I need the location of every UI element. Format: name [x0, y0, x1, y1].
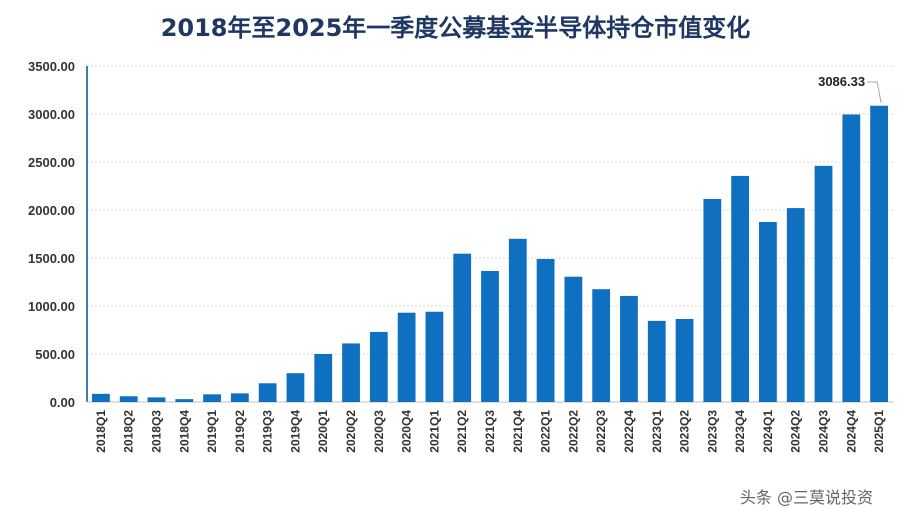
bar-2021Q4: [508, 238, 527, 402]
x-tick-label: 2018Q1: [94, 410, 108, 453]
y-tick-label: 3000.00: [28, 107, 75, 122]
bar-2018Q3: [147, 397, 166, 402]
x-tick-label: 2021Q2: [455, 410, 469, 453]
x-tick-label: 2022Q4: [622, 410, 636, 453]
x-tick-label: 2022Q2: [566, 410, 580, 453]
bar-2023Q1: [647, 320, 666, 402]
bar-2024Q4: [842, 114, 861, 402]
bar-2021Q1: [425, 311, 444, 402]
bar-2018Q2: [119, 396, 138, 402]
y-tick-label: 500.00: [35, 347, 75, 362]
x-tick-label: 2020Q2: [344, 410, 358, 453]
x-tick-label: 2023Q3: [705, 410, 719, 453]
bar-2018Q4: [175, 399, 194, 402]
y-tick-label: 1000.00: [28, 299, 75, 314]
x-tick-label: 2021Q3: [483, 410, 497, 453]
x-tick-label: 2020Q1: [316, 410, 330, 453]
x-tick-label: 2020Q4: [400, 410, 414, 453]
bar-2021Q2: [453, 253, 472, 402]
bar-2023Q4: [731, 175, 750, 402]
x-tick-label: 2024Q4: [844, 410, 858, 453]
x-tick-label: 2018Q2: [122, 410, 136, 453]
x-tick-label: 2024Q1: [761, 410, 775, 453]
x-tick-label: 2019Q1: [205, 410, 219, 453]
bar-2024Q2: [786, 208, 805, 402]
x-tick-label: 2018Q4: [177, 410, 191, 453]
x-tick-label: 2021Q1: [427, 410, 441, 453]
x-tick-label: 2022Q1: [539, 410, 553, 453]
bar-2022Q2: [564, 276, 583, 402]
x-tick-label: 2020Q3: [372, 410, 386, 453]
bar-2025Q1: [870, 105, 888, 403]
bar-2020Q3: [369, 331, 388, 402]
x-tick-label: 2023Q4: [733, 410, 747, 453]
watermark-text: 头条 @三莫说投资: [739, 488, 873, 507]
bar-2023Q3: [703, 198, 722, 402]
bar-2019Q4: [286, 373, 305, 402]
y-tick-label: 1500.00: [28, 251, 75, 266]
y-tick-label: 3500.00: [28, 59, 75, 74]
bar-2022Q3: [592, 289, 611, 402]
x-tick-label: 2018Q3: [149, 410, 163, 453]
y-tick-label: 0.00: [50, 395, 75, 410]
x-tick-label: 2021Q4: [511, 410, 525, 453]
bar-2022Q4: [620, 295, 638, 402]
x-tick-label: 2019Q2: [233, 410, 247, 453]
x-tick-label: 2024Q3: [817, 410, 831, 453]
bar-2020Q2: [342, 343, 360, 402]
x-tick-label: 2025Q1: [872, 410, 886, 453]
y-tick-label: 2000.00: [28, 203, 75, 218]
bar-2021Q3: [481, 270, 499, 402]
chart-title: 2018年至2025年一季度公募基金半导体持仓市值变化: [160, 14, 751, 42]
bar-2019Q2: [230, 393, 249, 402]
bar-2020Q4: [397, 312, 416, 402]
bar-2024Q1: [759, 222, 777, 402]
data-label: 3086.33: [818, 74, 865, 89]
bars: [92, 105, 888, 403]
x-tick-label: 2022Q3: [594, 410, 608, 453]
x-tick-label: 2023Q2: [678, 410, 692, 453]
bar-2020Q1: [314, 354, 333, 402]
x-tick-label: 2019Q4: [288, 410, 302, 453]
x-tick-label: 2024Q2: [789, 410, 803, 453]
x-tick-label: 2019Q3: [261, 410, 275, 453]
bar-2019Q3: [258, 383, 277, 402]
bar-2019Q1: [203, 394, 221, 402]
bar-2022Q1: [536, 258, 555, 402]
x-tick-label: 2023Q1: [650, 410, 664, 453]
bar-2018Q1: [92, 393, 110, 402]
bar-2023Q2: [675, 318, 694, 402]
bar-2024Q3: [814, 165, 833, 402]
labels: 0.00 500.00 1000.00 1500.00 2000.00 2500.00 30…: [28, 59, 886, 453]
data-label-leader: [867, 81, 882, 103]
y-tick-label: 2500.00: [28, 155, 75, 170]
